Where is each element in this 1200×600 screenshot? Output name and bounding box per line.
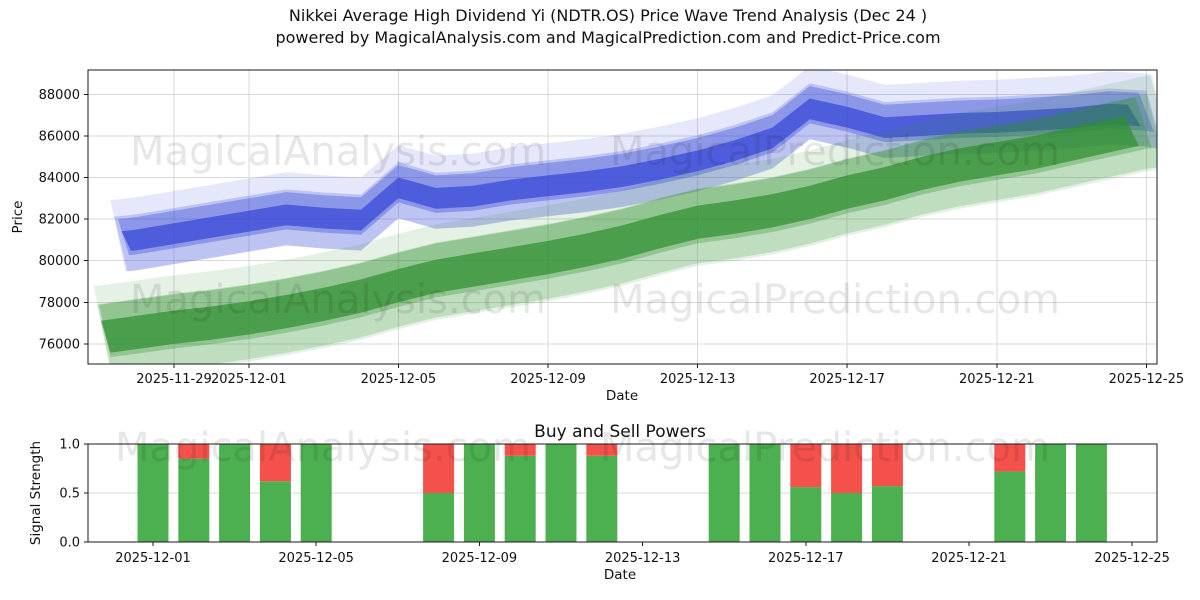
x-tick-label: 2025-12-13 xyxy=(605,551,681,566)
y-tick-label: 82000 xyxy=(39,213,80,228)
y-tick-label: 0.0 xyxy=(59,536,80,551)
signal-bars xyxy=(137,444,1107,542)
sell-bar-segment xyxy=(504,444,536,456)
buy-bar-segment xyxy=(586,455,618,542)
watermark-text: MagicalPrediction.com xyxy=(600,425,1050,471)
prediction-wave-band-blue xyxy=(110,70,1157,272)
buy-bar-segment xyxy=(994,471,1026,542)
y-tick-label: 0.5 xyxy=(59,487,80,502)
x-tick-label: 2025-12-25 xyxy=(1094,551,1170,566)
buy-bar-segment xyxy=(219,444,251,542)
wave-bands xyxy=(93,70,1157,364)
signal-chart-title: Buy and Sell Powers xyxy=(534,422,706,442)
buy-bar-segment xyxy=(790,487,822,542)
analysis-wave-band-green xyxy=(93,75,1157,364)
price-chart: 76000 78000 80000 82000 84000 86000 88000 2025-… xyxy=(10,69,1184,404)
x-tick-label: 2025-12-13 xyxy=(660,372,736,387)
x-tick-label: 2025-12-17 xyxy=(768,551,844,566)
buy-bar-segment xyxy=(137,444,169,542)
signal-y-ticks: 0.0 0.5 1.0 xyxy=(59,438,88,551)
x-tick-label: 2025-12-01 xyxy=(115,551,191,566)
x-tick-label: 2025-12-05 xyxy=(361,372,437,387)
buy-bar-segment xyxy=(708,444,740,542)
figure-title: Nikkei Average High Dividend Yi (NDTR.OS… xyxy=(288,6,928,25)
y-tick-label: 78000 xyxy=(39,296,80,311)
buy-bar-segment xyxy=(831,493,863,542)
y-tick-label: 88000 xyxy=(39,88,80,103)
sell-bar-segment xyxy=(871,444,903,487)
signal-x-axis-label: Date xyxy=(604,567,636,583)
buy-bar-segment xyxy=(463,444,495,542)
x-tick-label: 2025-12-17 xyxy=(809,372,885,387)
buy-bar-segment xyxy=(1075,444,1107,542)
buy-bar-segment xyxy=(259,481,291,542)
analysis-wave-band-green-layer xyxy=(101,115,1139,353)
x-tick-label: 2025-12-21 xyxy=(931,551,1007,566)
price-x-axis-label: Date xyxy=(606,388,638,404)
price-y-axis-label: Price xyxy=(10,201,26,234)
sell-bar-segment xyxy=(831,444,863,493)
buy-bar-segment xyxy=(1035,444,1067,542)
buy-bar-segment xyxy=(504,455,536,542)
buy-bar-segment xyxy=(300,444,332,542)
signal-y-axis-label: Signal Strength xyxy=(28,441,44,545)
x-tick-label: 2025-12-01 xyxy=(211,372,287,387)
x-tick-label: 2025-12-25 xyxy=(1109,372,1185,387)
y-tick-label: 84000 xyxy=(39,171,80,186)
buy-bar-segment xyxy=(871,486,903,542)
watermark-text: MagicalPrediction.com xyxy=(610,129,1060,175)
y-tick-label: 80000 xyxy=(39,254,80,269)
watermark-text: MagicalAnalysis.com xyxy=(130,277,546,323)
sell-bar-segment xyxy=(178,444,210,459)
x-tick-label: 2025-12-09 xyxy=(442,551,518,566)
price-watermarks: MagicalAnalysis.com MagicalPrediction.com… xyxy=(130,129,1060,323)
x-tick-label: 2025-12-09 xyxy=(510,372,586,387)
sell-bar-segment xyxy=(994,444,1026,472)
sell-bar-segment xyxy=(259,444,291,482)
watermark-text: MagicalPrediction.com xyxy=(610,277,1060,323)
x-tick-label: 2025-12-05 xyxy=(278,551,354,566)
watermark-text: MagicalAnalysis.com xyxy=(130,129,546,175)
prediction-wave-band-blue-layer xyxy=(121,98,1141,251)
buy-bar-segment xyxy=(749,444,781,542)
sell-bar-segment xyxy=(423,444,455,493)
price-plot-border xyxy=(87,69,1158,365)
y-tick-label: 76000 xyxy=(39,337,80,352)
y-tick-label: 1.0 xyxy=(59,438,80,453)
buy-bar-segment xyxy=(423,493,455,542)
price-y-ticks: 76000 78000 80000 82000 84000 86000 88000 xyxy=(39,88,88,352)
figure-subtitle: powered by MagicalAnalysis.com and Magic… xyxy=(275,28,941,47)
buy-bar-segment xyxy=(178,458,210,542)
signal-watermarks: MagicalAnalysis.com MagicalPrediction.com xyxy=(115,425,1050,471)
buy-bar-segment xyxy=(545,444,577,542)
sell-bar-segment xyxy=(586,444,618,456)
watermark-text: MagicalAnalysis.com xyxy=(115,425,531,471)
sell-bar-segment xyxy=(790,444,822,488)
x-tick-label: 2025-12-21 xyxy=(959,372,1035,387)
signal-x-ticks: 2025-12-01 2025-12-05 2025-12-09 2025-12-13… xyxy=(115,542,1170,566)
price-x-ticks: 2025-11-29 2025-12-01 2025-12-05 2025-12-09… xyxy=(136,364,1184,387)
x-tick-label: 2025-11-29 xyxy=(136,372,212,387)
y-tick-label: 86000 xyxy=(39,129,80,144)
